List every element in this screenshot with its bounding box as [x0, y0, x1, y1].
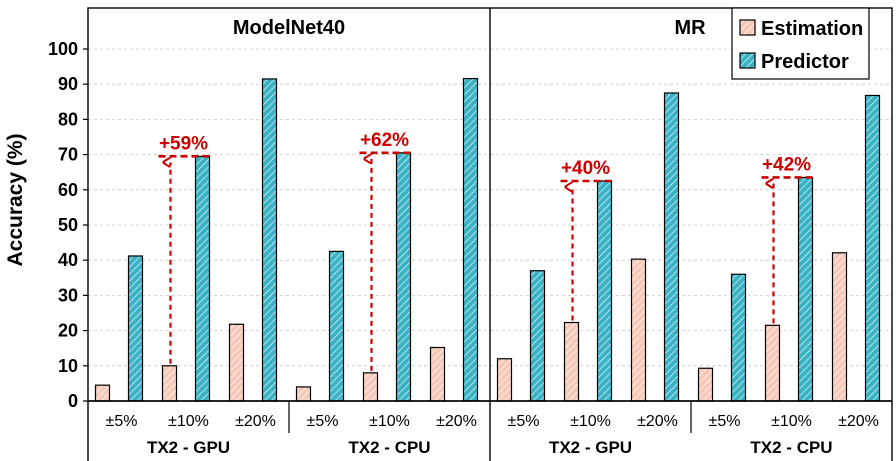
- bar-estimation: [295, 386, 312, 402]
- group-label: TX2 - GPU: [147, 438, 230, 457]
- bar-predictor: [261, 78, 278, 402]
- bar-estimation: [362, 372, 379, 402]
- bar-predictor: [864, 94, 881, 402]
- bar-predictor: [194, 155, 211, 402]
- bar-estimation: [764, 324, 781, 402]
- gain-label: +62%: [360, 130, 409, 151]
- x-tick-label: ±20%: [637, 413, 678, 430]
- y-tick-label: 80: [58, 109, 78, 129]
- legend: Estimation Predictor: [731, 7, 870, 80]
- bar-predictor: [127, 255, 144, 402]
- group-label: TX2 - GPU: [549, 438, 632, 457]
- x-tick-label: ±20%: [436, 413, 477, 430]
- legend-swatch-predictor: [739, 52, 756, 69]
- bar-estimation: [429, 346, 446, 402]
- bar-estimation: [697, 367, 714, 402]
- x-tick-label: ±20%: [838, 413, 879, 430]
- y-tick-label: 100: [48, 39, 78, 59]
- x-tick-label: ±10%: [369, 413, 410, 430]
- gain-label: +42%: [762, 154, 811, 175]
- y-tick-label: 30: [58, 285, 78, 305]
- group-label: TX2 - CPU: [348, 438, 430, 457]
- group-label: TX2 - CPU: [750, 438, 832, 457]
- x-tick-label: ±10%: [771, 413, 812, 430]
- x-tick-label: ±5%: [307, 413, 339, 430]
- bar-estimation: [228, 323, 245, 402]
- x-tick-label: ±5%: [508, 413, 540, 430]
- x-tick-label: ±5%: [709, 413, 741, 430]
- x-tick-label: ±20%: [235, 413, 276, 430]
- y-tick-label: 10: [58, 356, 78, 376]
- y-axis-label: Accuracy (%): [4, 133, 27, 266]
- x-tick-label: ±5%: [106, 413, 138, 430]
- y-tick-label: 90: [58, 74, 78, 94]
- bar-predictor: [730, 273, 747, 402]
- legend-label-predictor: Predictor: [761, 51, 849, 73]
- legend-swatch-estimation: [739, 19, 756, 36]
- bar-predictor: [328, 250, 345, 402]
- legend-label-estimation: Estimation: [761, 18, 863, 40]
- bar-predictor: [663, 92, 680, 402]
- y-tick-label: 50: [58, 215, 78, 235]
- panel-title-left: ModelNet40: [233, 17, 345, 39]
- bar-predictor: [395, 152, 412, 402]
- panel-title-modelnet40: ModelNet40: [233, 17, 345, 39]
- y-tick-label: 20: [58, 321, 78, 341]
- y-tick-label: 60: [58, 180, 78, 200]
- bar-predictor: [596, 180, 613, 402]
- gain-label: +40%: [561, 158, 610, 179]
- bar-estimation: [496, 358, 513, 402]
- bar-predictor: [462, 77, 479, 402]
- bar-estimation: [831, 252, 848, 402]
- bar-estimation: [161, 365, 178, 402]
- x-tick-label: ±10%: [168, 413, 209, 430]
- bar-estimation: [94, 384, 111, 402]
- y-tick-label: 70: [58, 145, 78, 165]
- bar-estimation: [630, 258, 647, 402]
- panel-title-right: MR: [674, 17, 706, 39]
- gain-label: +59%: [159, 133, 208, 154]
- bar-predictor: [529, 270, 546, 402]
- bar-predictor: [797, 176, 814, 402]
- bar-estimation: [563, 321, 580, 402]
- x-tick-label: ±10%: [570, 413, 611, 430]
- y-tick-label: 0: [68, 391, 78, 411]
- y-tick-label: 40: [58, 250, 78, 270]
